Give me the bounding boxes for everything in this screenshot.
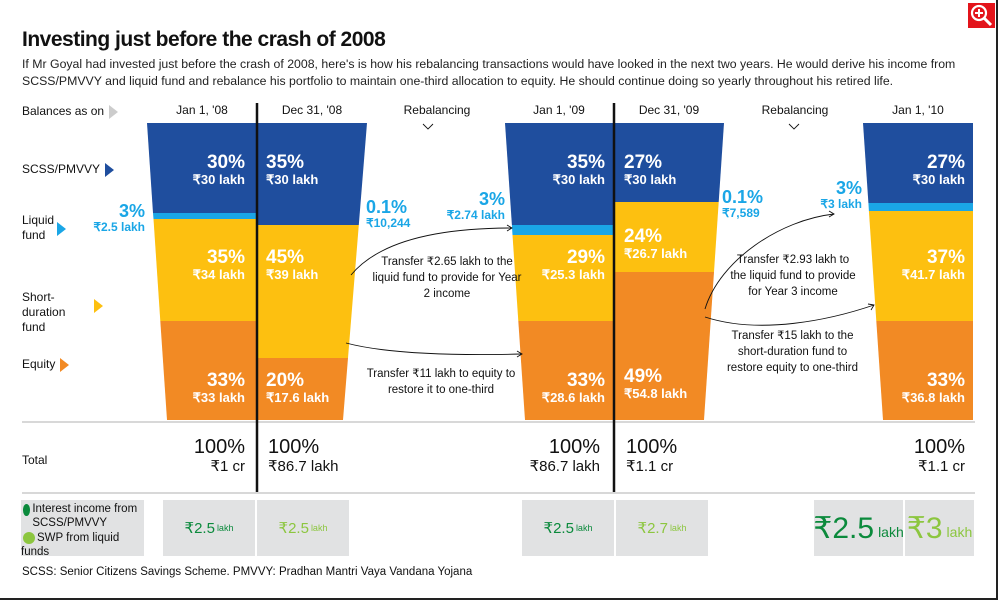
col1-short-block xyxy=(153,219,257,321)
col3-total: 100% ₹86.7 lakh xyxy=(529,436,600,475)
col-date: Dec 31, '08 xyxy=(281,103,343,117)
row-label-balances: Balances as on xyxy=(22,104,119,119)
arrow-transfer-liquid-1 xyxy=(350,227,513,276)
rebalancing-label: Rebalancing xyxy=(761,103,829,117)
col4-short-value: 24% ₹26.7 lakh xyxy=(624,226,688,261)
col1-equity-block xyxy=(160,321,257,420)
row-label-liquid: Liquid fund xyxy=(22,213,55,242)
col1-equity-value: 33% ₹33 lakh xyxy=(192,370,245,405)
col3-equity-block xyxy=(518,321,613,420)
col4-liquid-value: 0.1% ₹7,589 xyxy=(722,187,764,220)
footnote: SCSS: Senior Citizens Savings Scheme. PM… xyxy=(22,566,473,578)
col1-scss-value: 30% ₹30 lakh xyxy=(192,152,245,187)
row-label-scss: SCSS/PMVVY xyxy=(22,162,115,177)
col1-scss-block xyxy=(147,123,257,213)
income-legend: Interest income from SCSS/PMVVY SWP from… xyxy=(21,500,144,558)
col1-liquid-value: 3% ₹2.5 lakh xyxy=(93,201,145,234)
col3-scss-block xyxy=(505,123,613,225)
col3-short-value: 29% ₹25.3 lakh xyxy=(541,247,605,282)
col5-scss-value: 27% ₹30 lakh xyxy=(912,152,965,187)
col1-short-value: 35% ₹34 lakh xyxy=(192,247,245,282)
col2-scss-value: 35% ₹30 lakh xyxy=(266,152,319,187)
col5-liquid-block xyxy=(868,203,973,211)
col4-equity-block xyxy=(615,272,714,420)
col2-equity-block xyxy=(258,358,348,420)
col-date: Jan 1, '09 xyxy=(533,103,585,117)
row-label-equity: Equity xyxy=(22,357,70,372)
intro-text: If Mr Goyal had invested just before the… xyxy=(22,57,956,88)
arrow-transfer-short-2 xyxy=(704,304,875,326)
col1-total: 100% ₹1 cr xyxy=(193,436,245,475)
col3-equity-value: 33% ₹28.6 lakh xyxy=(541,370,605,405)
arrow-right-icon xyxy=(57,222,66,236)
col4-short-block xyxy=(615,202,719,272)
col3-interest-income: ₹2.5 lakh xyxy=(522,500,614,556)
col2-short-value: 45% ₹39 lakh xyxy=(266,247,319,282)
transfer-note: Transfer ₹2.65 lakh to the liquid fund t… xyxy=(372,256,522,300)
col-date: Jan 1, '10 xyxy=(892,103,944,117)
arrow-right-icon xyxy=(109,104,119,119)
col2-short-block xyxy=(258,225,359,358)
col1-interest-income: ₹2.5 lakh xyxy=(163,500,255,556)
page-title: Investing just before the crash of 2008 xyxy=(22,28,386,51)
row-label-short: Short-duration fund xyxy=(22,290,66,334)
col5-scss-block xyxy=(863,123,973,203)
col5-interest-income: ₹2.5 lakh xyxy=(813,500,904,556)
col-date: Jan 1, '08 xyxy=(176,103,228,117)
arrow-right-icon xyxy=(94,299,103,313)
col3-swp-income: ₹2.7 lakh xyxy=(616,500,708,556)
col2-total: 100% ₹86.7 lakh xyxy=(268,436,339,475)
col5-total: 100% ₹1.1 cr xyxy=(913,436,965,475)
magnifier-plus-icon[interactable] xyxy=(968,3,995,28)
chevron-down-icon xyxy=(788,123,800,130)
col4-equity-value: 49% ₹54.8 lakh xyxy=(624,366,688,401)
col3-liquid-value: 3% ₹2.74 lakh xyxy=(446,189,505,222)
interest-dot-icon xyxy=(23,504,31,516)
arrow-transfer-liquid-2 xyxy=(704,213,835,310)
arrow-right-icon xyxy=(105,162,115,177)
col5-equity-block xyxy=(876,321,973,420)
col2-scss-block xyxy=(258,123,367,225)
transfer-note: Transfer ₹2.93 lakh to the liquid fund t… xyxy=(730,254,856,298)
rebalancing-label: Rebalancing xyxy=(403,103,471,117)
col3-liquid-block xyxy=(511,225,613,235)
col5-liquid-value: 3% ₹3 lakh xyxy=(820,178,862,211)
col3-short-block xyxy=(512,235,613,321)
transfer-note: Transfer ₹15 lakh to the short-duration … xyxy=(726,330,859,374)
swp-dot-icon xyxy=(23,531,35,544)
col5-short-block xyxy=(868,211,973,321)
col4-scss-value: 27% ₹30 lakh xyxy=(624,152,677,187)
col4-total: 100% ₹1.1 cr xyxy=(626,436,678,475)
col5-short-value: 37% ₹41.7 lakh xyxy=(901,247,965,282)
chevron-down-icon xyxy=(422,123,434,130)
row-label-total: Total xyxy=(22,453,48,467)
col2-liquid-value: 0.1% ₹10,244 xyxy=(366,197,411,230)
col5-equity-value: 33% ₹36.8 lakh xyxy=(901,370,965,405)
arrow-right-icon xyxy=(60,357,70,372)
col1-liquid-block xyxy=(153,213,257,219)
col3-scss-value: 35% ₹30 lakh xyxy=(552,152,605,187)
col-date: Dec 31, '09 xyxy=(638,103,700,117)
transfer-note: Transfer ₹11 lakh to equity to restore i… xyxy=(366,368,516,396)
col4-scss-block xyxy=(615,123,724,202)
arrow-transfer-equity-1 xyxy=(345,342,523,355)
col5-swp-income: ₹3 lakh xyxy=(905,500,974,556)
col2-equity-value: 20% ₹17.6 lakh xyxy=(266,370,330,405)
col1-swp-income: ₹2.5 lakh xyxy=(257,500,349,556)
